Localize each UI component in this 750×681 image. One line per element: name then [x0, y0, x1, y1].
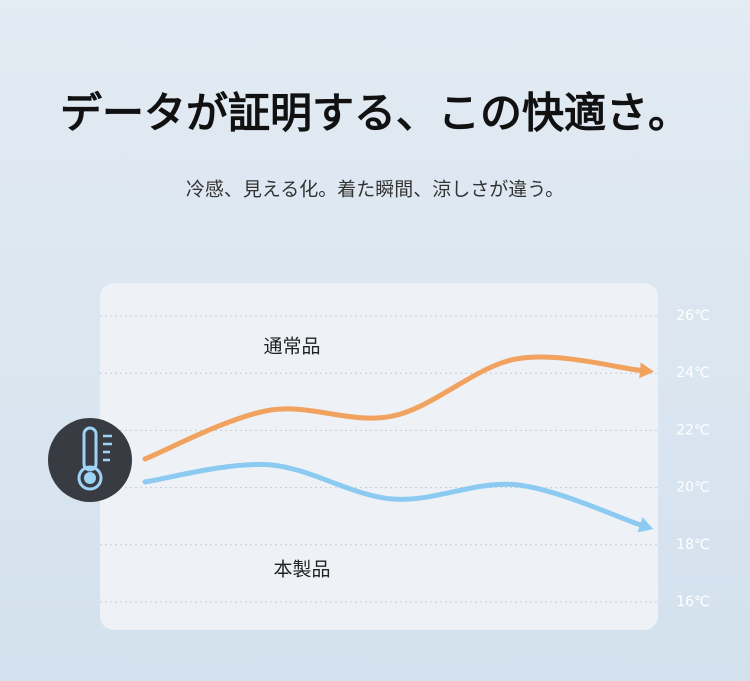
plot-panel [100, 283, 658, 630]
chart-subtitle: 冷感、見える化。着た瞬間、涼しさが違う。 [186, 179, 564, 201]
y-tick-label: 26℃ [676, 308, 710, 324]
series-line [142, 461, 643, 528]
y-tick-label: 24℃ [676, 365, 710, 381]
series-label: 本製品 [273, 559, 330, 581]
arrow-head [639, 362, 654, 379]
chart-title: データが証明する、この快適さ。 [60, 89, 690, 138]
series-line [142, 354, 643, 462]
y-tick-label: 16℃ [676, 594, 710, 610]
series-label: 通常品 [263, 336, 320, 358]
thermometer-icon [48, 418, 132, 502]
y-tick-label: 22℃ [676, 422, 710, 438]
arrow-head [637, 517, 654, 533]
y-tick-label: 18℃ [676, 537, 710, 553]
y-tick-label: 20℃ [676, 480, 710, 496]
